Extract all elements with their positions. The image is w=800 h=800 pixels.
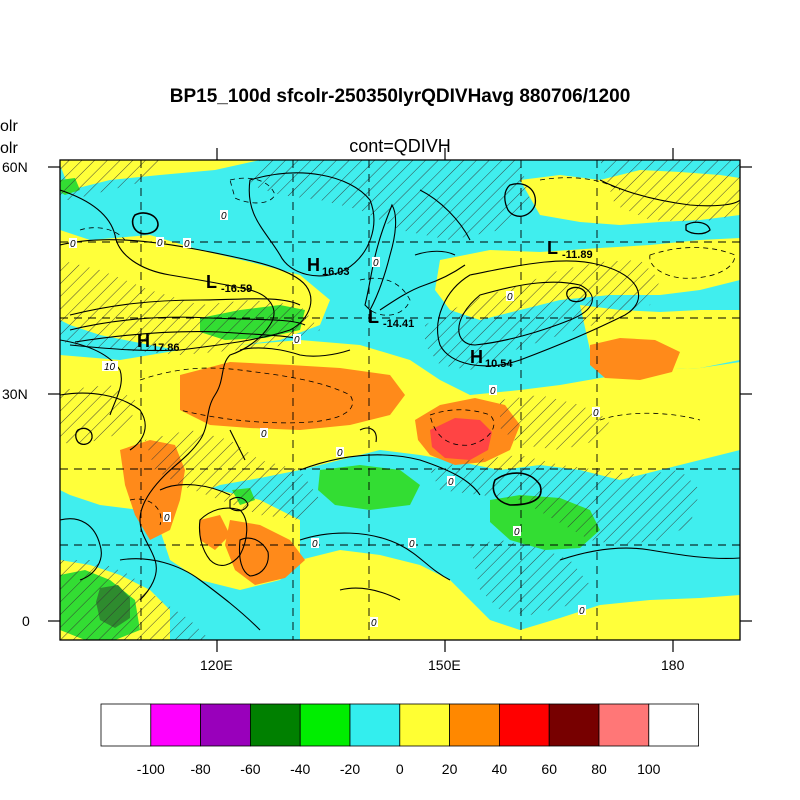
colorbar-box [548,703,600,747]
plot-subtitle: cont=QDIVH [349,136,451,156]
field-red [430,418,492,460]
contour-label-zero: 0 [448,477,454,488]
colorbar-box [299,703,351,747]
colorbar-box [399,703,450,747]
low-marker-value: -11.89 [562,249,593,261]
contour-label-zero: 0 [490,386,496,397]
colorbar-label: -40 [290,761,310,777]
contour-label-ten: 10 [104,362,116,373]
axis-labels: 60N 30N 0 120E 150E 180 [2,159,685,673]
colorbar-box [150,703,202,747]
lon-label-120e: 120E [200,657,233,673]
low-marker-letter: L [368,307,379,327]
lon-label-180: 180 [661,657,685,673]
contour-label-zero: 0 [409,539,415,550]
high-marker-letter: H [137,331,150,351]
contour-label-zero: 0 [507,292,513,303]
graticule [60,160,740,640]
contour-label-zero: 0 [312,539,318,550]
contour-value-labels: 0 0 0 0 0 0 0 0 0 0 0 0 0 0 0 0 0 0 10 [69,210,600,629]
lat-label-0: 0 [22,613,30,629]
colorbar-boxes [100,703,699,747]
lon-label-150e: 150E [428,657,461,673]
low-marker-letter: L [206,272,217,292]
contour-label-zero: 0 [261,429,267,440]
high-marker-value: 10.54 [485,358,513,370]
contour-label-zero: 0 [164,513,170,524]
low-marker-value: -14.41 [383,318,414,330]
plot-title: BP15_100d sfcolr-250350lyrQDIVHavg 88070… [169,86,631,107]
colorbar-box [100,703,152,747]
colorbar-label: 100 [637,761,661,777]
colorbar: -100 -80 -60 -40 -20 0 20 40 60 80 100 [100,703,699,777]
contour-label-zero: 0 [593,408,599,419]
colorbar-box [498,703,550,747]
lat-label-30n: 30N [2,386,28,402]
map-field: 0 0 0 0 0 0 0 0 0 0 0 0 0 0 0 0 0 0 10 H… [60,160,740,640]
colorbar-box [598,703,650,747]
contour-label-zero: 0 [221,211,227,222]
high-marker-letter: H [470,347,483,367]
map-frame [59,159,741,641]
contour-label-zero: 0 [70,239,76,250]
low-marker-letter: L [547,238,558,258]
colorbar-box [249,703,301,747]
extrema-markers: H 16.03 L -16.59 L -14.41 H 17.86 H 10.5… [137,238,593,370]
lat-label-60n: 60N [2,159,28,175]
contour-label-zero: 0 [337,448,343,459]
contour-label-zero: 0 [371,618,377,629]
colorbar-box [349,703,401,747]
contour-lines-dashed [79,177,736,526]
low-marker-value: -16.59 [221,283,252,295]
colorbar-label: 20 [442,761,458,777]
left-label-stub-1: olr [0,118,18,135]
contour-label-zero: 0 [184,239,190,250]
high-marker-value: 17.86 [152,342,180,354]
contour-label-zero: 0 [157,238,163,249]
contour-label-zero: 0 [373,258,379,269]
colorbar-label: 40 [492,761,508,777]
contour-label-zero: 0 [294,335,300,346]
colorbar-label: -60 [240,761,260,777]
colorbar-labels: -100 -80 -60 -40 -20 0 20 40 60 80 100 [137,761,661,777]
colorbar-box [200,703,251,747]
axis-ticks [48,148,752,652]
contour-label-zero: 0 [579,606,585,617]
contour-label-zero: 0 [514,527,520,538]
colorbar-box [648,703,699,747]
colorbar-label: 60 [541,761,557,777]
left-label-stub-2: olr [0,140,18,157]
colorbar-label: -20 [340,761,360,777]
contour-lines [60,172,740,631]
colorbar-label: 0 [396,761,404,777]
high-marker-value: 16.03 [322,266,350,278]
colorbar-box [449,703,500,747]
colorbar-label: 80 [591,761,607,777]
coastlines [60,189,466,601]
colorbar-label: -80 [190,761,210,777]
high-marker-letter: H [307,255,320,275]
colorbar-label: -100 [137,761,165,777]
